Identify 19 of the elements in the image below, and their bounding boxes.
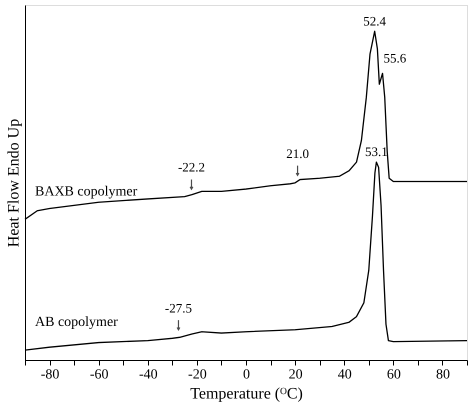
annotation: 52.4 [363, 13, 387, 28]
x-tick-label: -20 [188, 368, 207, 382]
x-tick-label: -80 [40, 368, 60, 382]
x-tick-label: 20 [288, 368, 303, 382]
y-axis-title: Heat Flow Endo Up [6, 118, 22, 248]
annotation: 21.0 [286, 146, 309, 161]
x-tick-label: 80 [436, 368, 450, 382]
series-label: BAXB copolymer [35, 184, 138, 200]
annotation: -22.2 [178, 160, 206, 175]
x-tick-label: -60 [90, 368, 109, 382]
x-axis-title: Temperature (ᴼC) [190, 386, 303, 402]
series-label: AB copolymer [35, 315, 118, 330]
x-tick-label: 0 [243, 368, 250, 382]
x-tick-label: 60 [386, 368, 401, 382]
annotation: 53.1 [365, 144, 388, 160]
annotation: 55.6 [384, 50, 407, 66]
x-tick-label: 40 [338, 368, 352, 382]
annotation: -27.5 [164, 300, 192, 316]
x-tick-label: -40 [138, 368, 158, 382]
